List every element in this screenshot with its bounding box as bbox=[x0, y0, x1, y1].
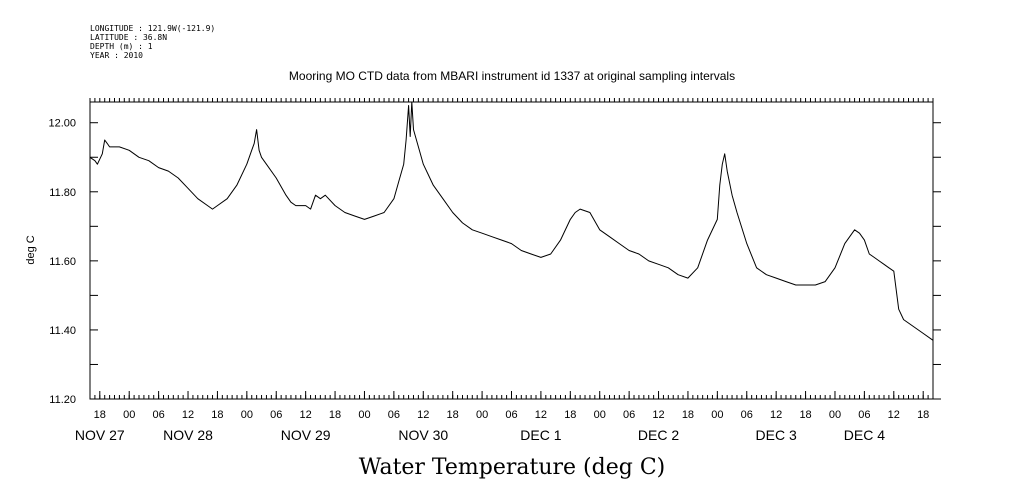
x-axis: 18 00 06 12 18 00 06 12 18 00 06 12 18 00 06 12 18 00 06 12… bbox=[75, 98, 934, 443]
x-hour-label: 12 bbox=[888, 409, 900, 421]
latitude-text: LATITUDE : 36.8N bbox=[90, 33, 167, 42]
y-tick-label: 11.40 bbox=[49, 325, 76, 337]
x-hour-label: 06 bbox=[388, 409, 400, 421]
x-hour-label: 06 bbox=[741, 409, 753, 421]
x-hour-label: 18 bbox=[211, 409, 223, 421]
y-tick-label: 11.60 bbox=[49, 256, 76, 268]
x-date-label: NOV 30 bbox=[398, 427, 448, 443]
x-axis-label: Water Temperature (deg C) bbox=[359, 455, 666, 480]
x-hour-label: 18 bbox=[682, 409, 694, 421]
x-date-label: NOV 28 bbox=[163, 427, 213, 443]
x-hour-label: 12 bbox=[417, 409, 429, 421]
x-hour-label: 18 bbox=[94, 409, 106, 421]
x-hour-label: 06 bbox=[152, 409, 164, 421]
x-date-label: DEC 2 bbox=[638, 427, 679, 443]
x-hour-label: 00 bbox=[711, 409, 723, 421]
series-group bbox=[89, 101, 934, 341]
x-hour-label: 18 bbox=[447, 409, 459, 421]
x-hour-label: 12 bbox=[300, 409, 312, 421]
x-hour-label: 18 bbox=[329, 409, 341, 421]
x-date-label: NOV 29 bbox=[281, 427, 331, 443]
x-hour-label: 18 bbox=[917, 409, 929, 421]
series-line-0 bbox=[89, 101, 934, 341]
x-hour-label: 00 bbox=[594, 409, 606, 421]
x-hour-label: 12 bbox=[182, 409, 194, 421]
y-axis-label: deg C bbox=[25, 235, 37, 264]
depth-text: DEPTH (m) : 1 bbox=[90, 42, 153, 51]
chart-title: Mooring MO CTD data from MBARI instrumen… bbox=[289, 69, 735, 83]
x-hour-label: 18 bbox=[799, 409, 811, 421]
x-hour-label: 18 bbox=[564, 409, 576, 421]
longitude-text: LONGITUDE : 121.9W(-121.9) bbox=[90, 24, 215, 33]
y-tick-label: 11.80 bbox=[49, 187, 76, 199]
x-hour-label: 00 bbox=[241, 409, 253, 421]
x-hour-label: 00 bbox=[123, 409, 135, 421]
x-hour-label: 12 bbox=[770, 409, 782, 421]
y-tick-label: 11.20 bbox=[49, 394, 76, 406]
x-hour-label: 12 bbox=[535, 409, 547, 421]
x-hour-label: 12 bbox=[652, 409, 664, 421]
x-hour-label: 06 bbox=[270, 409, 282, 421]
x-date-label: DEC 4 bbox=[844, 427, 885, 443]
x-hour-label: 06 bbox=[623, 409, 635, 421]
x-hour-label: 00 bbox=[358, 409, 370, 421]
x-hour-label: 06 bbox=[505, 409, 517, 421]
header-info: LONGITUDE : 121.9W(-121.9) LATITUDE : 36… bbox=[90, 24, 215, 60]
x-hour-label: 06 bbox=[858, 409, 870, 421]
y-axis: 11.20 11.40 11.60 11.80 12.00 bbox=[48, 118, 941, 406]
x-hour-label: 00 bbox=[829, 409, 841, 421]
x-date-label: NOV 27 bbox=[75, 427, 125, 443]
x-date-label: DEC 3 bbox=[756, 427, 797, 443]
year-text: YEAR : 2010 bbox=[90, 51, 143, 60]
x-date-label: DEC 1 bbox=[520, 427, 561, 443]
plot-frame bbox=[89, 101, 934, 400]
y-tick-label: 12.00 bbox=[48, 118, 76, 130]
x-hour-label: 00 bbox=[476, 409, 488, 421]
